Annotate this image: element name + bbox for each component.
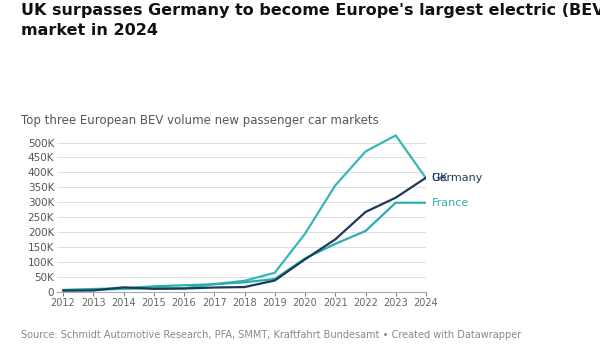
Text: UK surpasses Germany to become Europe's largest electric (BEV) car
market in 202: UK surpasses Germany to become Europe's … [21, 3, 600, 38]
Text: Germany: Germany [431, 173, 483, 183]
Text: France: France [431, 198, 469, 208]
Text: Top three European BEV volume new passenger car markets: Top three European BEV volume new passen… [21, 114, 379, 127]
Text: Source: Schmidt Automotive Research, PFA, SMMT, Kraftfahrt Bundesamt • Created w: Source: Schmidt Automotive Research, PFA… [21, 330, 521, 340]
Text: UK: UK [431, 173, 447, 183]
